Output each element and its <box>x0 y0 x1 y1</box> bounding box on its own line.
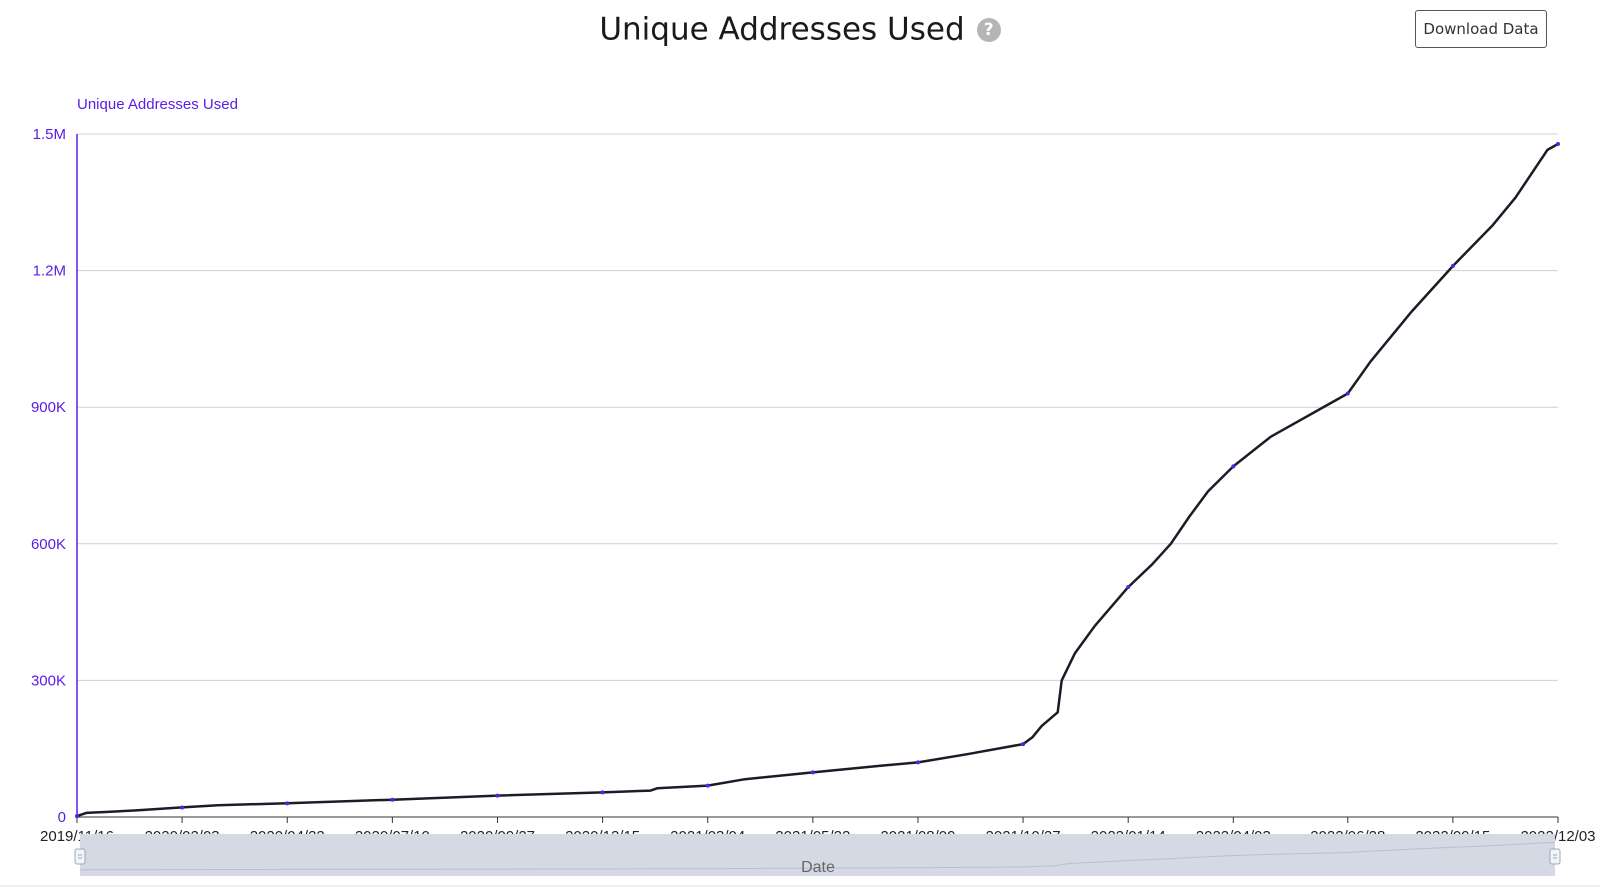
y-tick-label: 900K <box>31 399 66 416</box>
series-point <box>600 790 605 795</box>
navigator-left-handle[interactable] <box>74 848 86 865</box>
download-data-button[interactable]: Download Data <box>1415 10 1547 48</box>
page-title: Unique Addresses Used <box>599 11 965 48</box>
chart-header: Unique Addresses Used? Download Data <box>0 0 1600 64</box>
bottom-divider <box>0 885 1600 887</box>
grid-lines <box>77 133 1558 681</box>
series-point <box>1231 464 1236 469</box>
y-tick-label: 0 <box>58 809 66 826</box>
series-layer <box>75 142 1560 819</box>
y-tick-label: 300K <box>31 672 66 689</box>
series-point <box>705 783 710 788</box>
navigator-right-handle[interactable] <box>1549 848 1561 865</box>
series-point <box>495 793 500 798</box>
y-tick-label: 1.5M <box>33 126 66 143</box>
y-axis: 0 300K 600K 900K 1.2M 1.5M <box>31 126 78 826</box>
series-point <box>1345 391 1350 396</box>
series-point <box>285 801 290 806</box>
y-tick-label: 1.2M <box>33 263 66 280</box>
y-axis-label: Unique Addresses Used <box>77 96 238 113</box>
navigator-series-line <box>79 841 1556 871</box>
series-point <box>1021 742 1026 747</box>
question-circle-icon[interactable]: ? <box>976 17 1001 42</box>
range-navigator[interactable]: Date <box>74 834 1561 876</box>
y-tick-label: 600K <box>31 536 66 553</box>
series-point <box>180 805 185 810</box>
series-point <box>75 814 79 819</box>
series-point <box>390 797 395 802</box>
series-point <box>810 770 815 775</box>
series-point <box>1556 142 1560 147</box>
series-line <box>76 142 1559 818</box>
x-axis-label: Date <box>801 859 835 876</box>
series-point <box>1450 264 1455 269</box>
series-point <box>915 760 920 765</box>
title-group: Unique Addresses Used? <box>0 10 1600 48</box>
series-point <box>1126 585 1131 590</box>
